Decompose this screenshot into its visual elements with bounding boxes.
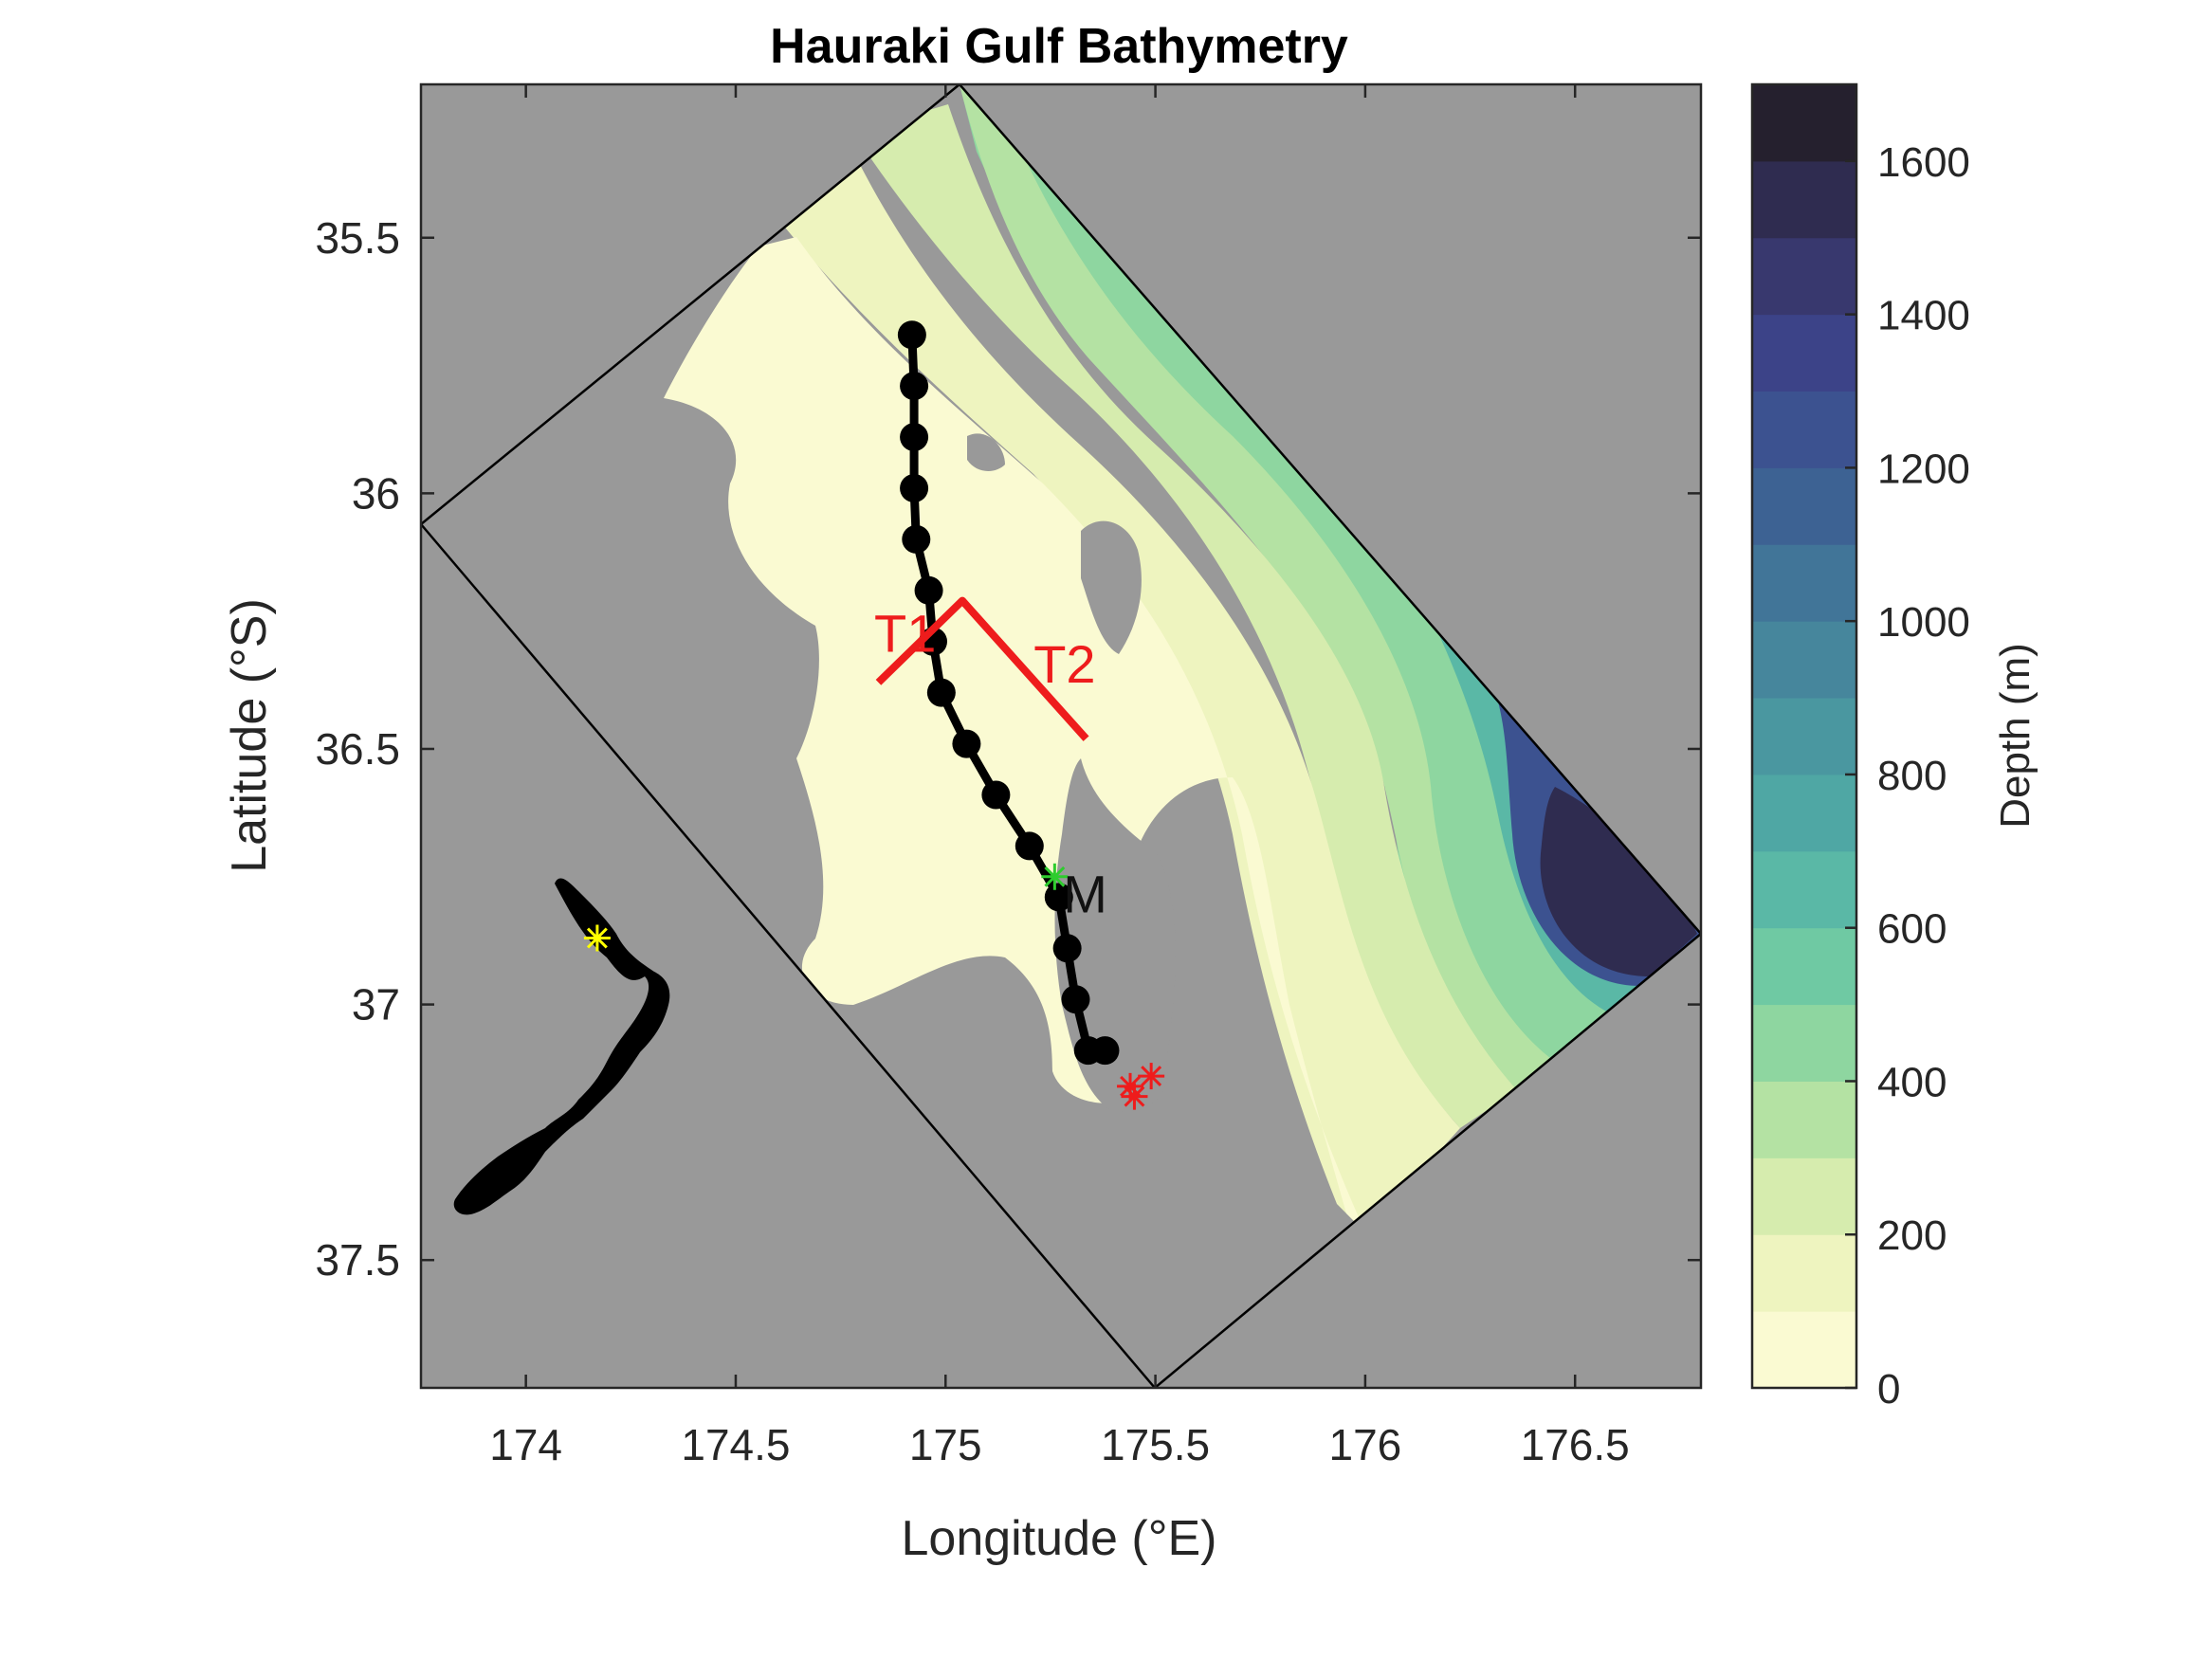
track-point [952,729,981,758]
colorbar-level [1752,850,1856,929]
plot-frame [419,82,1703,1390]
colorbar-level [1752,237,1856,316]
colorbar-level [1752,1004,1856,1082]
x-tick-label: 174.5 [681,1420,790,1469]
annotation-layer: T1 T2 M [874,604,1107,924]
colorbar-level [1752,698,1856,775]
track-point [900,473,929,502]
y-tick-label: 35.5 [315,213,400,263]
track-point [1044,883,1073,912]
x-tick-label: 175.5 [1101,1420,1210,1469]
colorbar-level [1752,391,1856,468]
x-axis-label: Longitude (°E) [902,1511,1217,1566]
colorbar-tick-label: 1000 [1877,599,1970,646]
bathymetry-coastal [664,237,1365,1232]
track-point [914,575,943,605]
colorbar-level [1752,467,1856,545]
colorbar-label: Depth (m) [1992,643,2038,829]
x-tick-label: 175 [909,1420,982,1469]
y-axis-label: Latitude (°S) [222,598,277,873]
land-great-barrier [1081,520,1142,654]
star-marker-stroke [1124,1085,1145,1107]
colorbar-tick-label: 200 [1877,1212,1947,1259]
colorbar-tick-label: 0 [1877,1366,1900,1413]
y-tick-label: 37 [352,980,400,1030]
track-point [897,320,926,350]
y-tick-label: 36 [352,468,400,518]
x-tick-label: 176 [1329,1420,1402,1469]
transect-line [875,596,1089,741]
colorbar-tick-label: 800 [1877,753,1947,799]
colorbar-level [1752,1311,1856,1389]
star-marker [1138,1063,1165,1090]
annotation-label: T1 [874,604,936,664]
bathymetry-field [664,84,1701,1232]
colorbar-level [1752,84,1856,162]
colorbar-tick-label: 1400 [1877,293,1970,339]
track-point [1052,934,1082,963]
y-tick-label: 37.5 [315,1235,400,1285]
star-marker [1041,863,1069,890]
bathymetry-shallow [777,152,1460,1232]
marker-layer [583,863,1165,1110]
track-point [1090,1036,1120,1066]
bathymetry-band-200 [960,84,1555,1090]
colorbar-level [1752,621,1856,699]
chart-title: Hauraki Gulf Bathymetry [770,19,1348,74]
colorbar-level [1752,160,1856,239]
x-tick-label: 176.5 [1521,1420,1630,1469]
annotation-label: T2 [1033,634,1095,694]
colorbar-level [1752,1158,1856,1235]
colorbar-level [1752,1081,1856,1158]
track-point [1061,985,1090,1014]
land-little-barrier [967,433,1005,471]
track-line [907,335,1106,1055]
plot-area [421,84,1701,1388]
track-point [1015,831,1044,861]
track-point [926,678,956,707]
colorbar-tick-label: 400 [1877,1059,1947,1105]
track-point [900,372,929,401]
star-marker-stroke [586,927,608,949]
x-axis: 174 174.5 175 175.5 176 176.5 [489,84,1630,1469]
y-axis: 35.5 36 36.5 37 37.5 [315,213,1701,1285]
model-domain-boundary [421,84,1701,1388]
new-zealand-inset [453,878,670,1215]
colorbar-level [1752,314,1856,392]
star-marker-stroke [1044,866,1066,887]
track-point [902,524,931,554]
colorbar-tick-label: 1200 [1877,446,1970,492]
star-marker-stroke [1120,1075,1141,1097]
x-tick-label: 174 [489,1420,562,1469]
track-point [900,423,929,452]
star-marker-stroke [1141,1066,1162,1087]
series-layer [875,320,1120,1066]
track-point [981,780,1011,810]
colorbar-tick-label: 600 [1877,906,1947,953]
colorbar-level [1752,774,1856,852]
star-marker [583,924,611,952]
colorbar-level [1752,927,1856,1006]
colorbar: 0 200 400 600 800 1000 1200 1400 1600 [1752,84,1970,1413]
bathymetry-deepest [1540,787,1697,976]
colorbar-level [1752,1234,1856,1312]
bathymetry-band-100 [853,104,1517,1128]
y-tick-label: 36.5 [315,724,400,774]
annotation-label: M [1063,865,1107,924]
colorbar-level [1752,544,1856,622]
colorbar-frame [1750,82,1858,1390]
colorbar-tick-label: 1600 [1877,139,1970,186]
star-marker [1121,1083,1148,1110]
